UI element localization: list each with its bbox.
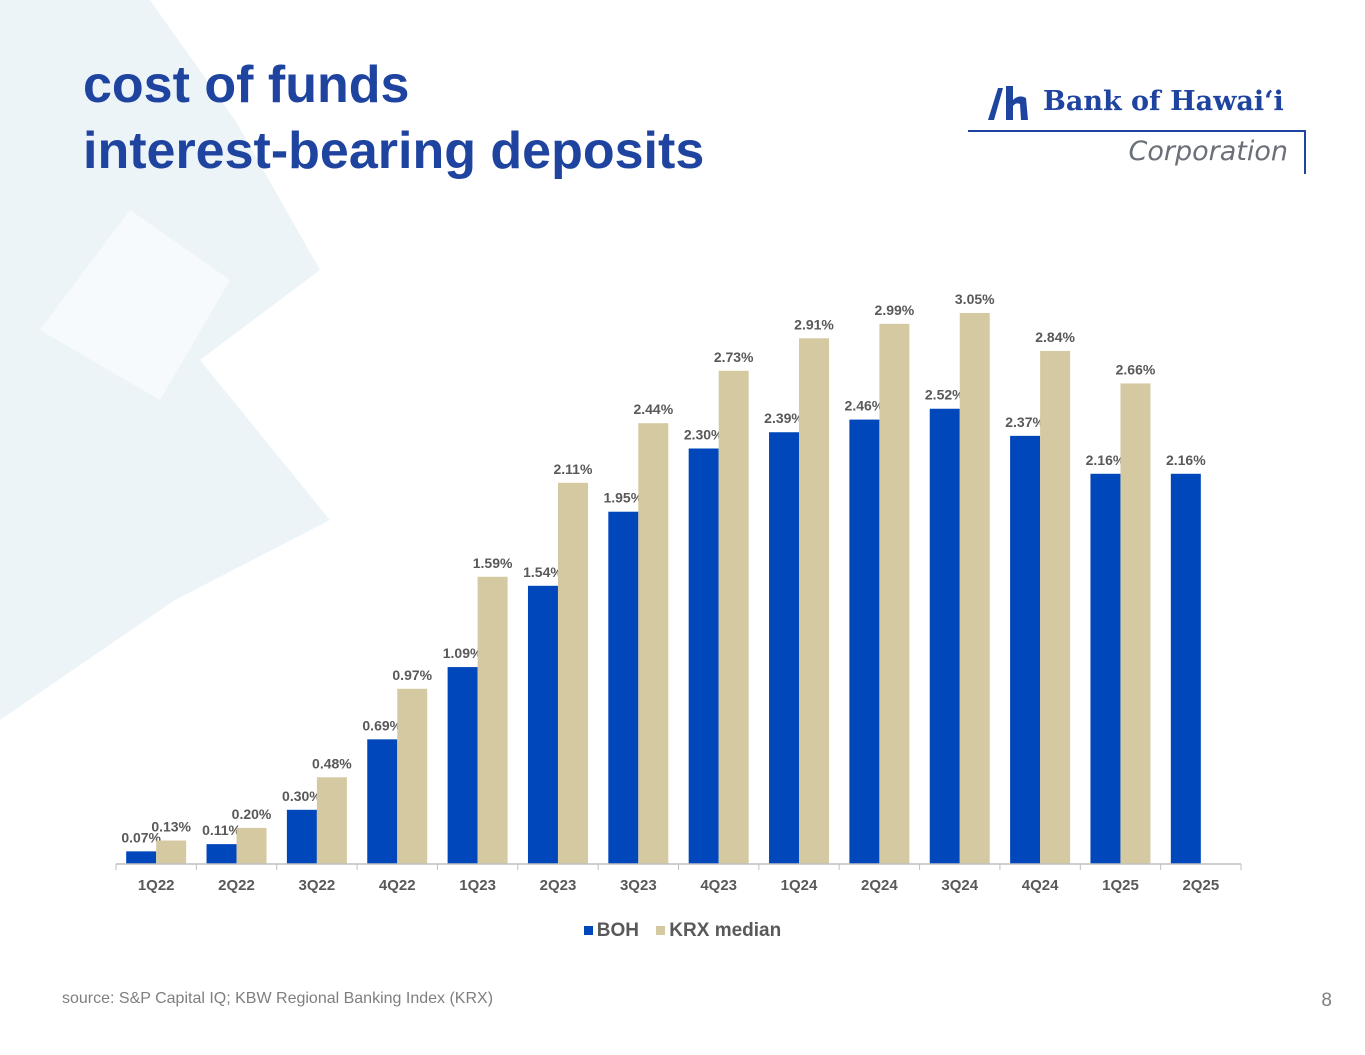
data-label-boh-3q24: 2.52% (925, 387, 965, 403)
data-label-boh-2q22: 0.11% (202, 822, 241, 838)
bar-krx-median-1q23 (477, 576, 508, 864)
bar-krx-median-1q25 (1120, 383, 1151, 864)
data-label-krx-median-3q24: 3.05% (955, 291, 995, 307)
x-tick-label-3q22: 3Q22 (299, 877, 336, 894)
data-label-boh-1q22: 0.07% (121, 829, 161, 845)
data-label-boh-4q24: 2.37% (1005, 414, 1045, 430)
x-tick-label-4q22: 4Q22 (379, 877, 416, 894)
x-tick-label-2q22: 2Q22 (218, 877, 255, 894)
logo-rule (968, 130, 1306, 132)
data-label-krx-median-1q22: 0.13% (151, 819, 191, 835)
bar-boh-2q22 (206, 844, 237, 864)
page-number: 8 (1321, 990, 1332, 1011)
x-tick-label-3q24: 3Q24 (941, 877, 978, 894)
x-tick-label-2q23: 2Q23 (540, 877, 577, 894)
title-line-2: interest-bearing deposits (83, 122, 705, 180)
data-label-boh-2q24: 2.46% (845, 398, 885, 414)
data-label-krx-median-4q24: 2.84% (1035, 329, 1075, 345)
data-label-boh-1q24: 2.39% (764, 410, 804, 426)
bank-logo-name: Bank of Hawaiʻi (1043, 86, 1284, 117)
bank-logo-subtitle: Corporation (1128, 136, 1289, 167)
data-label-boh-3q23: 1.95% (603, 490, 643, 506)
x-tick-label-1q22: 1Q22 (138, 877, 175, 894)
x-tick-label-4q23: 4Q23 (700, 877, 737, 894)
title-line-1: cost of funds (83, 56, 410, 114)
bar-krx-median-3q22 (316, 777, 347, 864)
bar-boh-2q24 (849, 419, 880, 864)
bar-krx-median-4q22 (397, 688, 428, 864)
bar-boh-1q22 (126, 851, 157, 864)
data-label-krx-median-1q25: 2.66% (1116, 361, 1156, 377)
data-label-krx-median-2q23: 2.11% (553, 461, 592, 477)
bar-boh-4q24 (1010, 435, 1041, 864)
page-title: cost of funds interest-bearing deposits (83, 52, 704, 184)
x-tick-label-1q25: 1Q25 (1102, 877, 1139, 894)
data-label-boh-2q23: 1.54% (523, 564, 563, 580)
bar-krx-median-3q24 (959, 313, 990, 864)
bar-krx-median-2q23 (557, 482, 588, 864)
data-label-krx-median-1q24: 2.91% (794, 316, 834, 332)
x-tick-label-3q23: 3Q23 (620, 877, 657, 894)
x-tick-label-4q24: 4Q24 (1022, 877, 1059, 894)
legend-item-krx-median: KRX median (656, 920, 781, 942)
data-label-krx-median-4q22: 0.97% (392, 667, 432, 683)
data-label-boh-3q22: 0.30% (282, 788, 322, 804)
bar-krx-median-2q24 (879, 323, 910, 864)
bar-boh-2q23 (527, 585, 558, 864)
bank-logo-mark-icon (988, 86, 1028, 120)
data-label-krx-median-1q23: 1.59% (473, 555, 513, 571)
legend-swatch-boh (583, 926, 593, 935)
bar-boh-4q23 (688, 448, 719, 864)
source-note: source: S&P Capital IQ; KBW Regional Ban… (62, 990, 494, 1007)
data-label-boh-1q25: 2.16% (1086, 452, 1126, 468)
bar-krx-median-3q23 (638, 423, 669, 864)
data-label-krx-median-3q22: 0.48% (312, 755, 352, 771)
data-label-krx-median-4q23: 2.73% (714, 349, 754, 365)
bar-krx-median-4q23 (718, 370, 749, 864)
bar-boh-2q25 (1170, 473, 1201, 864)
data-label-boh-4q22: 0.69% (362, 717, 402, 733)
bar-krx-median-2q22 (236, 827, 267, 864)
legend-label-boh: BOH (596, 919, 640, 941)
data-label-boh-4q23: 2.30% (684, 426, 724, 442)
data-label-boh-1q23: 1.09% (443, 645, 483, 661)
data-label-krx-median-2q22: 0.20% (232, 806, 272, 822)
bar-boh-3q22 (286, 809, 317, 864)
legend-swatch-krx-median (656, 926, 666, 935)
background-star-shape (0, 0, 330, 720)
legend-label-krx-median: KRX median (669, 919, 782, 941)
x-tick-label-2q25: 2Q25 (1182, 877, 1219, 894)
x-tick-label-1q24: 1Q24 (781, 877, 818, 894)
data-label-krx-median-3q23: 2.44% (633, 401, 673, 417)
bar-krx-median-4q24 (1040, 350, 1071, 864)
bar-krx-median-1q24 (799, 338, 830, 864)
legend-item-boh: BOH (583, 919, 640, 942)
bar-boh-1q25 (1090, 473, 1121, 864)
bar-boh-4q22 (367, 739, 398, 864)
x-tick-label-2q24: 2Q24 (861, 877, 898, 894)
chart-legend: BOH KRX median (0, 919, 1365, 942)
x-tick-label-1q23: 1Q23 (459, 877, 496, 894)
bar-krx-median-1q22 (156, 840, 187, 864)
bank-logo: Bank of Hawaiʻi Corporation (968, 80, 1308, 180)
bar-boh-3q24 (929, 408, 960, 864)
bar-boh-1q24 (769, 432, 800, 864)
data-label-krx-median-2q24: 2.99% (875, 302, 915, 318)
data-label-boh-2q25: 2.16% (1166, 452, 1206, 468)
bar-boh-3q23 (608, 511, 639, 864)
bar-boh-1q23 (447, 667, 478, 864)
logo-vertical-rule (1304, 130, 1306, 174)
